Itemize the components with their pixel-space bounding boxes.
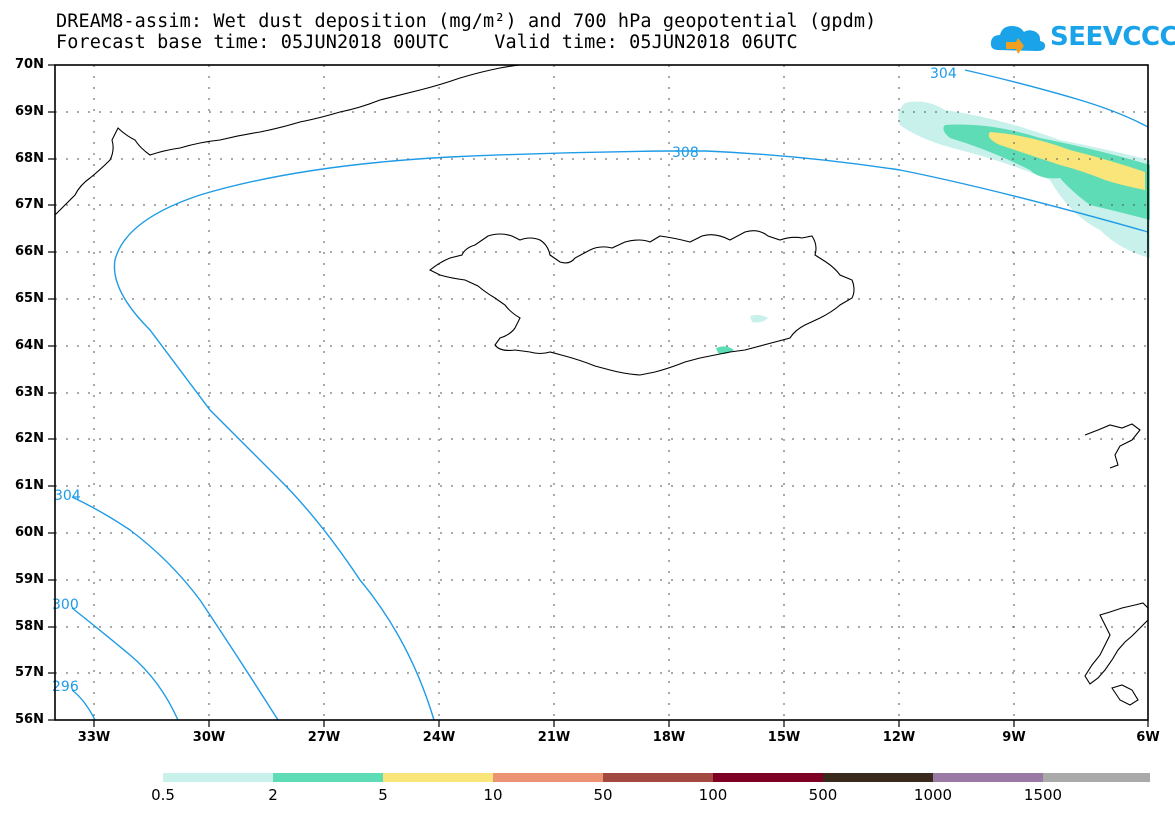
contour-label-304-sw: 304	[54, 488, 81, 504]
colorbar-label: 500	[808, 786, 838, 804]
contour-304-sw	[71, 496, 279, 721]
lat-label: 58N	[15, 619, 44, 634]
contour-label-304-north: 304	[930, 66, 957, 82]
colorbar-label: 100	[698, 786, 728, 804]
lat-label: 66N	[15, 244, 44, 259]
lon-label: 12W	[882, 730, 916, 745]
colorbar-swatch-7	[933, 773, 1043, 782]
lat-label: 61N	[15, 478, 44, 493]
faroe-islands	[1084, 423, 1141, 469]
lon-label: 6W	[1136, 730, 1160, 745]
lat-label: 56N	[15, 712, 44, 727]
colorbar-swatch-2	[383, 773, 493, 782]
axis-ticks	[48, 64, 1149, 727]
colorbar-swatch-3	[493, 773, 603, 782]
lat-label: 64N	[15, 338, 44, 353]
geopotential-contours	[71, 69, 1149, 721]
graticule	[55, 65, 1148, 720]
lon-label: 27W	[307, 730, 341, 745]
lon-label: 30W	[192, 730, 226, 745]
colorbar-label: 50	[593, 786, 613, 804]
lat-label: 67N	[15, 197, 44, 212]
colorbar-swatch-8	[1043, 773, 1150, 782]
lat-label: 68N	[15, 151, 44, 166]
dust-deposition-shading	[716, 101, 1150, 354]
dust-band-2	[943, 124, 1150, 220]
colorbar-label: 1500	[1023, 786, 1063, 804]
colorbar-label: 5	[378, 786, 388, 804]
lat-label: 62N	[15, 431, 44, 446]
colorbar-swatch-1	[273, 773, 383, 782]
contour-label-300: 300	[52, 597, 79, 613]
iceland-coast	[428, 230, 855, 376]
colorbar-swatch-6	[823, 773, 933, 782]
colorbar-label: 0.5	[151, 786, 175, 804]
lon-label: 21W	[537, 730, 571, 745]
dust-patch-iceland-east	[750, 314, 768, 323]
contour-304-north	[964, 69, 1149, 128]
dust-band-5	[988, 132, 1145, 190]
colorbar-swatch-0	[163, 773, 273, 782]
map-frame	[54, 64, 1149, 721]
contour-300	[71, 607, 179, 721]
lon-label: 9W	[1002, 730, 1026, 745]
contour-296	[71, 689, 96, 721]
colorbar-swatch-5	[713, 773, 823, 782]
logo-text: SEEVCCC	[1050, 22, 1175, 52]
lat-label: 59N	[15, 572, 44, 587]
lon-label: 24W	[422, 730, 456, 745]
cloud-logo-icon	[990, 26, 1046, 54]
seevccc-logo: SEEVCCC	[988, 18, 1175, 58]
greenland-coast	[54, 64, 521, 216]
contour-308	[113, 150, 1149, 721]
lon-label: 33W	[77, 730, 111, 745]
lat-label: 69N	[15, 104, 44, 119]
coastlines	[54, 64, 1149, 706]
lon-label: 15W	[767, 730, 801, 745]
lat-label: 65N	[15, 291, 44, 306]
contour-label-308: 308	[672, 145, 699, 161]
map-title-line2: Forecast base time: 05JUN2018 00UTC Vali…	[56, 32, 798, 53]
map-title-line1: DREAM8-assim: Wet dust deposition (mg/m²…	[56, 11, 877, 32]
colorbar-label: 1000	[913, 786, 953, 804]
contour-labels: 304 308 304 300 296	[52, 66, 957, 695]
colorbar-label: 2	[268, 786, 278, 804]
colorbar-swatch-4	[603, 773, 713, 782]
contour-label-296: 296	[52, 679, 79, 695]
scotland-coast	[1084, 602, 1149, 706]
lat-label: 60N	[15, 525, 44, 540]
lat-label: 57N	[15, 665, 44, 680]
lat-label: 70N	[15, 57, 44, 72]
colorbar-label: 10	[483, 786, 503, 804]
lat-label: 63N	[15, 385, 44, 400]
lon-label: 18W	[652, 730, 686, 745]
